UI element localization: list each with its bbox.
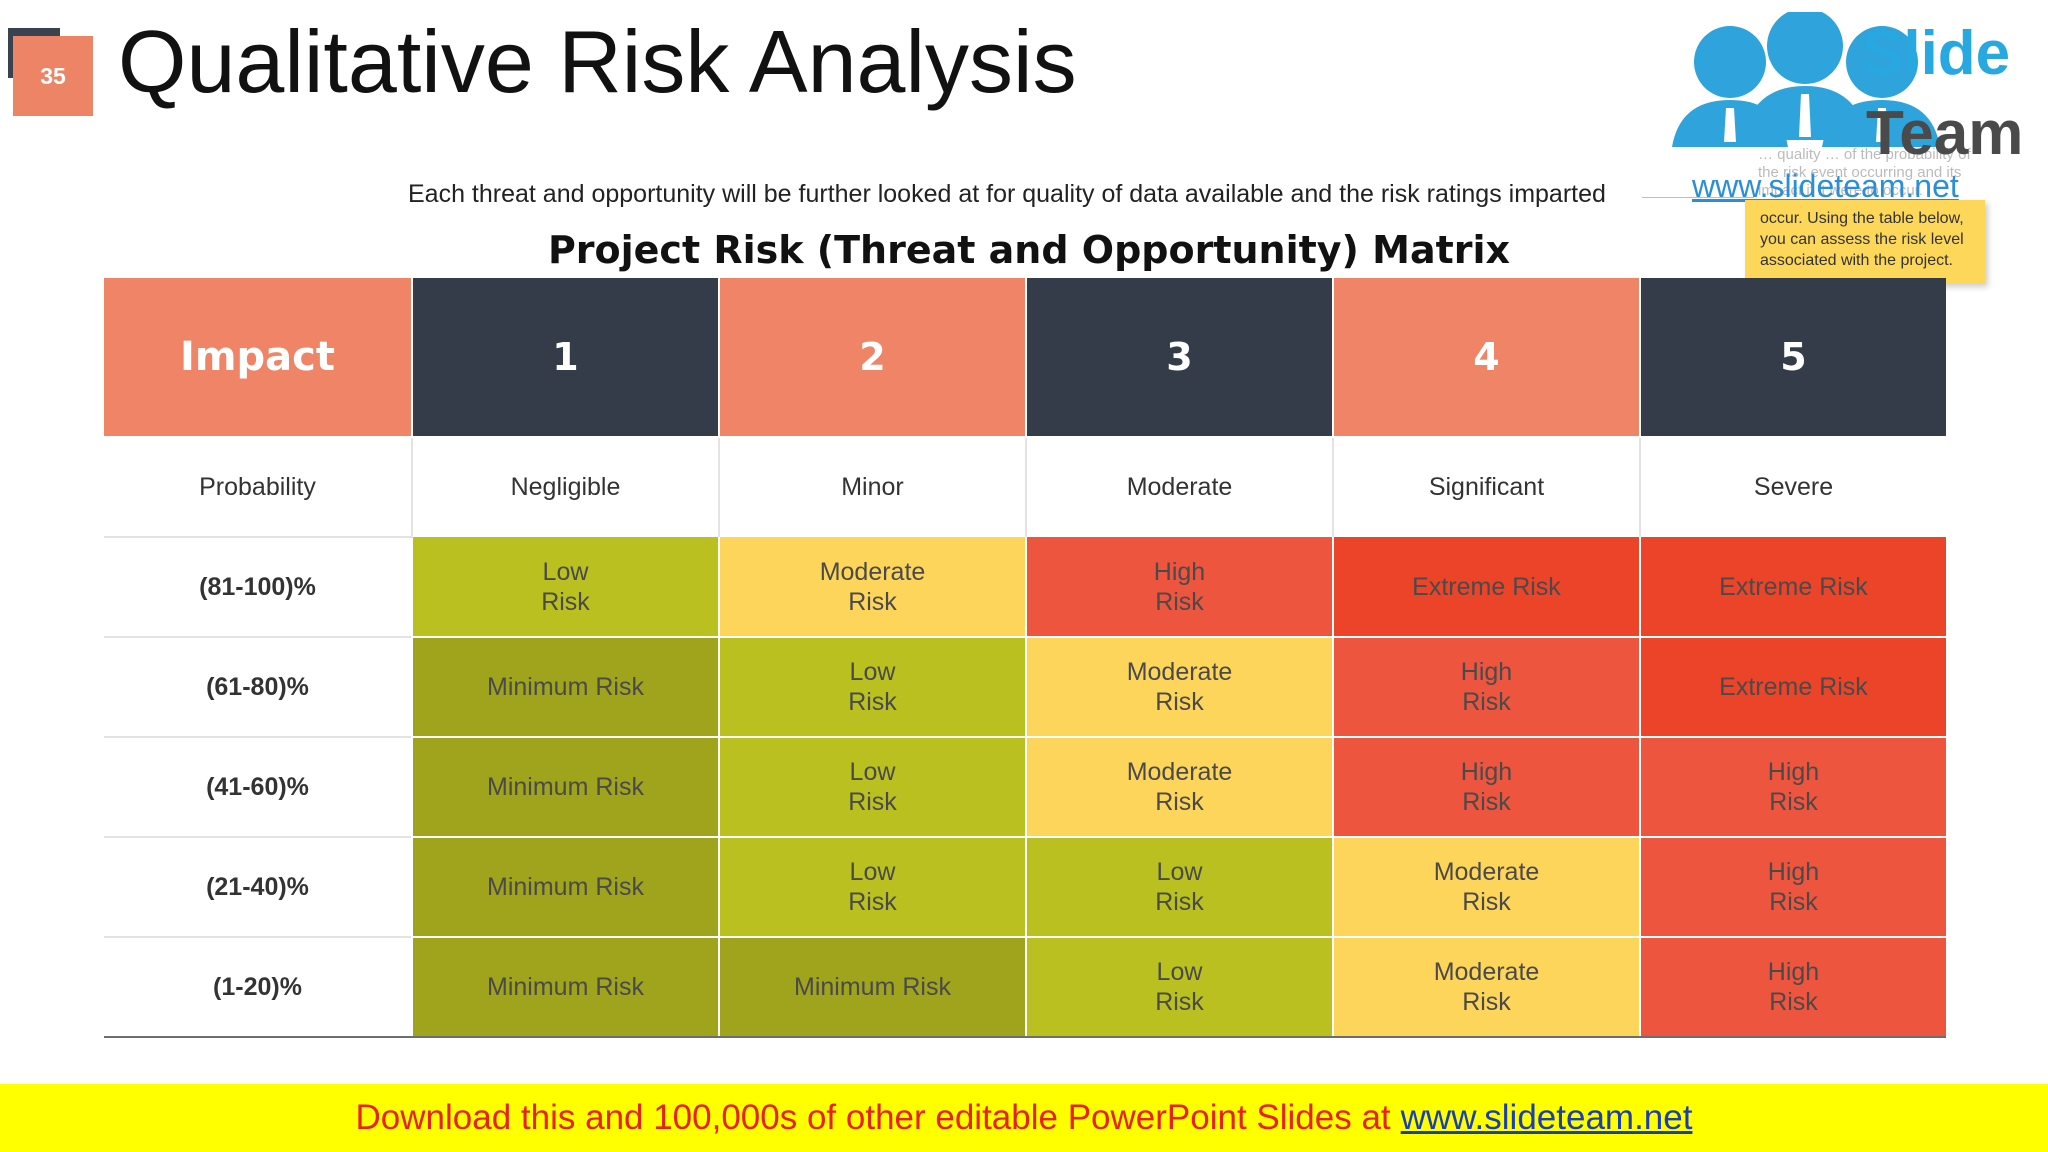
risk-cell-label: Minimum Risk (794, 973, 951, 1001)
logo-url[interactable]: www.slideteam.net (1692, 168, 1959, 204)
banner-text: Download this and 100,000s of other edit… (355, 1098, 1391, 1137)
risk-cell: Low Risk (719, 737, 1027, 838)
matrix-body: (81-100)% Low Risk Moderate Risk High Risk E… (104, 536, 1946, 1038)
slideteam-logo-icon (1672, 12, 1940, 147)
risk-cell-label: High Risk (1153, 557, 1206, 616)
risk-cell-label: High Risk (1767, 958, 1820, 1016)
table-row: (61-80)% Minimum Risk Low Risk Moderate Ris… (104, 636, 1946, 738)
impact-level-2: 2 (719, 278, 1027, 438)
risk-cell: Moderate Risk (1026, 737, 1334, 838)
risk-cell: High Risk (1640, 737, 1946, 838)
risk-cell: Low Risk (719, 637, 1027, 738)
sticky-note: occur. Using the table below, you can as… (1745, 200, 1985, 284)
severity-negligible: Negligible (412, 437, 720, 537)
risk-cell: Extreme Risk (1640, 537, 1946, 638)
severity-minor: Minor (719, 437, 1027, 537)
table-row: (41-60)% Minimum Risk Low Risk Moderate Ris… (104, 736, 1946, 838)
probability-cell: (81-100)% (104, 536, 413, 637)
risk-cell: Low Risk (1026, 937, 1334, 1038)
risk-cell-label: Low Risk (848, 858, 897, 916)
impact-level-5: 5 (1640, 278, 1946, 438)
risk-cell-label: High Risk (1460, 758, 1513, 816)
matrix-title: Project Risk (Threat and Opportunity) Ma… (547, 228, 1511, 272)
slide-title: Qualitative Risk Analysis (118, 12, 1077, 111)
note-faint-text: … quality … of the probability of the ri… (1758, 146, 1971, 199)
severity-severe: Severe (1640, 437, 1946, 537)
risk-cell-label: Moderate Risk (1433, 858, 1540, 916)
probability-cell: (61-80)% (104, 636, 413, 737)
impact-level-3: 3 (1026, 278, 1334, 438)
table-row: (1-20)% Minimum Risk Minimum Risk Low Risk M… (104, 936, 1946, 1038)
logo-text-team: Team (1866, 99, 2024, 168)
risk-cell-label: Minimum Risk (487, 973, 644, 1001)
risk-cell: Minimum Risk (719, 937, 1027, 1038)
banner-link[interactable]: www.slideteam.net (1400, 1098, 1693, 1137)
subtitle-rule (1642, 197, 1754, 198)
risk-cell: High Risk (1333, 737, 1641, 838)
table-row: (81-100)% Low Risk Moderate Risk High Risk E… (104, 536, 1946, 638)
probability-cell: (1-20)% (104, 936, 413, 1038)
page-number-badge: 35 (13, 36, 93, 116)
risk-cell: Low Risk (412, 537, 720, 638)
impact-header-cell: Impact (104, 278, 413, 438)
risk-cell: Minimum Risk (412, 937, 720, 1038)
risk-cell: Extreme Risk (1640, 637, 1946, 738)
risk-cell-label: Low Risk (1155, 958, 1204, 1016)
risk-cell-label: Moderate Risk (819, 557, 926, 616)
risk-cell: Extreme Risk (1333, 537, 1641, 638)
risk-cell: Low Risk (1026, 837, 1334, 938)
probability-header-cell: Probability (104, 437, 413, 537)
risk-cell-label: High Risk (1767, 858, 1820, 916)
download-banner: Download this and 100,000s of other edit… (0, 1084, 2048, 1152)
risk-cell: Low Risk (719, 837, 1027, 938)
risk-cell-label: Low Risk (848, 758, 897, 816)
risk-cell-label: Low Risk (848, 658, 897, 716)
logo-text-slide: Slide (1862, 19, 2011, 88)
risk-cell-label: Moderate Risk (1126, 658, 1233, 716)
risk-cell: High Risk (1333, 637, 1641, 738)
risk-cell: Moderate Risk (1026, 637, 1334, 738)
risk-cell: High Risk (1640, 937, 1946, 1038)
risk-cell: Minimum Risk (412, 737, 720, 838)
risk-cell-label: Moderate Risk (1433, 958, 1540, 1016)
severity-row: Probability Negligible Minor Moderate Si… (104, 437, 1946, 537)
risk-cell: Moderate Risk (1333, 937, 1641, 1038)
risk-cell-label: Extreme Risk (1719, 572, 1868, 601)
risk-cell-label: Low Risk (1155, 858, 1204, 916)
impact-header-row: Impact 1 2 3 4 5 (104, 278, 1946, 438)
risk-cell-label: Extreme Risk (1412, 572, 1561, 601)
risk-cell-label: High Risk (1767, 758, 1820, 816)
risk-cell-label: Extreme Risk (1719, 673, 1868, 701)
risk-cell: High Risk (1640, 837, 1946, 938)
page-number: 35 (40, 62, 66, 89)
probability-cell: (21-40)% (104, 836, 413, 937)
severity-moderate: Moderate (1026, 437, 1334, 537)
risk-cell-label: High Risk (1460, 658, 1513, 716)
risk-cell: High Risk (1026, 537, 1334, 638)
risk-matrix-table: Impact 1 2 3 4 5 Probability Negligible … (104, 278, 1946, 1038)
severity-significant: Significant (1333, 437, 1641, 537)
sticky-note-text: occur. Using the table below, you can as… (1760, 210, 1964, 269)
risk-cell-label: Minimum Risk (487, 673, 644, 701)
risk-cell-label: Minimum Risk (487, 773, 644, 801)
impact-level-4: 4 (1333, 278, 1641, 438)
risk-cell-label: Low Risk (541, 557, 590, 616)
risk-cell-label: Moderate Risk (1126, 758, 1233, 816)
probability-cell: (41-60)% (104, 736, 413, 837)
risk-cell-label: Minimum Risk (487, 873, 644, 901)
table-row: (21-40)% Minimum Risk Low Risk Low Risk Mode… (104, 836, 1946, 938)
slide-subtitle: Each threat and opportunity will be furt… (408, 180, 1606, 208)
risk-cell: Moderate Risk (1333, 837, 1641, 938)
risk-cell: Minimum Risk (412, 637, 720, 738)
impact-level-1: 1 (412, 278, 720, 438)
risk-cell: Moderate Risk (719, 537, 1027, 638)
risk-cell: Minimum Risk (412, 837, 720, 938)
